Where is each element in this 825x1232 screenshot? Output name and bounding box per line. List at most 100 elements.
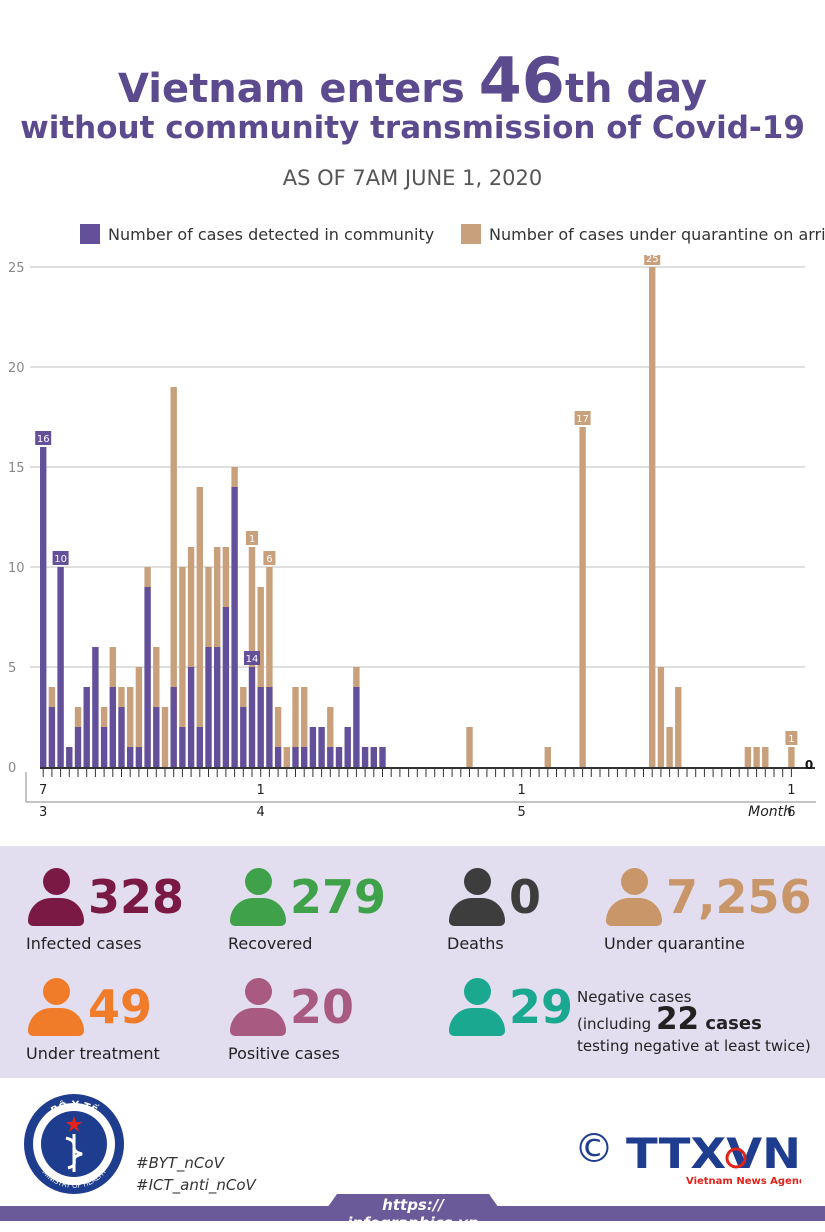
bar-quarantine [266, 567, 273, 687]
negative-line2-suffix: cases [699, 1013, 762, 1034]
page-subtitle: AS OF 7AM JUNE 1, 2020 [282, 166, 543, 190]
stat-under-quarantine-value: 7,256 [666, 870, 812, 924]
bar-value-label: 6 [266, 554, 272, 565]
bar-quarantine [762, 747, 769, 767]
bar-community [222, 607, 230, 767]
y-tick-label-20: 20 [8, 361, 25, 376]
bar-community [370, 747, 377, 767]
title-suffix: th day [564, 66, 707, 112]
bar-label-box [35, 431, 52, 445]
negative-line2-prefix: (including [577, 1015, 656, 1033]
ttxvn-logo-text: TTXVN [626, 1130, 801, 1178]
bar-community [83, 687, 90, 767]
bar-community [153, 707, 160, 767]
bar-community [57, 567, 64, 767]
y-tick-label-15: 15 [8, 461, 25, 476]
stat-negative-description: Negative cases (including 22 cases testi… [577, 986, 811, 1057]
y-tick-label-5: 5 [8, 661, 16, 676]
bar-community [240, 707, 247, 767]
bar-community [127, 747, 134, 767]
bar-quarantine [187, 547, 195, 667]
bar-label-box [263, 551, 276, 565]
bar-community [205, 647, 212, 767]
x-axis-title: Month [748, 804, 792, 820]
person-icon [228, 978, 288, 1036]
hashtag-ict[interactable]: #ICT_anti_nCoV [136, 1176, 256, 1194]
bar-quarantine [666, 727, 673, 767]
bar-community [109, 687, 116, 767]
bar-community [100, 727, 108, 767]
bar-quarantine [675, 687, 682, 767]
bar-quarantine [274, 707, 282, 747]
bar-quarantine [649, 267, 656, 767]
bar-quarantine [301, 687, 308, 747]
bar-community [135, 747, 143, 767]
zero-value-label: 0 [805, 758, 813, 772]
stat-infected-value: 328 [88, 870, 185, 924]
bar-community [327, 747, 334, 767]
bar-community [257, 687, 264, 767]
legend-label-quarantine: Number of cases under quarantine on arri… [489, 224, 825, 244]
bar-quarantine [222, 547, 230, 607]
stat-under-treatment-label: Under treatment [26, 1044, 160, 1063]
bar-quarantine [283, 747, 290, 767]
negative-line3: testing negative at least twice) [577, 1037, 811, 1055]
x-tick-day-label: 1 [518, 783, 526, 798]
bar-community [92, 647, 99, 767]
x-tick-month-label: 4 [257, 805, 265, 820]
bar-quarantine [179, 567, 186, 727]
bar-community [318, 727, 325, 767]
bar-community [361, 747, 369, 767]
svg-text:BỘ Y TẾ: BỘ Y TẾ [49, 1099, 100, 1117]
bar-label-box [574, 411, 591, 425]
legend-swatch-community [80, 224, 100, 244]
bar-community [118, 707, 125, 767]
bar-quarantine [214, 547, 221, 647]
x-tick-month-label: 6 [787, 805, 795, 820]
legend-item-quarantine: Number of cases under quarantine on arri… [461, 224, 825, 244]
bar-quarantine [744, 747, 752, 767]
hashtag-byt[interactable]: #BYT_nCoV [136, 1154, 224, 1172]
bar-community [248, 667, 256, 767]
bar-community [170, 687, 177, 767]
bar-quarantine [127, 687, 134, 747]
bar-community [48, 707, 56, 767]
bar-community [274, 747, 282, 767]
bar-label-box [644, 255, 661, 265]
bar-quarantine [196, 487, 203, 727]
bar-quarantine [579, 427, 586, 767]
bar-community [144, 587, 151, 767]
chart-legend: Number of cases detected in community Nu… [80, 224, 825, 246]
legend-item-community: Number of cases detected in community [80, 224, 434, 244]
bar-quarantine [788, 747, 795, 767]
legend-label-community: Number of cases detected in community [108, 224, 435, 244]
bar-community [196, 727, 203, 767]
bar-community [266, 687, 273, 767]
title-prefix: Vietnam enters [118, 66, 479, 112]
stat-under-treatment-value: 49 [88, 980, 153, 1034]
bar-quarantine [257, 587, 264, 687]
bar-quarantine [100, 707, 108, 727]
copyright-icon: © [574, 1126, 614, 1172]
bar-quarantine [327, 707, 334, 747]
x-tick-day-label: 1 [787, 783, 795, 798]
x-tick-month-label: 3 [39, 805, 47, 820]
bar-community [353, 687, 360, 767]
bar-community [309, 727, 317, 767]
person-icon [447, 978, 507, 1036]
bar-quarantine [144, 567, 151, 587]
negative-line1: Negative cases [577, 988, 692, 1006]
moh-logo-top-text: BỘ Y TẾ [49, 1099, 100, 1117]
bar-community [231, 487, 238, 767]
bar-quarantine [292, 687, 299, 747]
bar-quarantine [466, 727, 473, 767]
ministry-of-health-logo: BỘ Y TẾ MINISTRY OF HEALTH [24, 1094, 124, 1194]
bar-label-box [52, 551, 69, 565]
footer-url[interactable]: https:// infographics.vn [347, 1196, 479, 1232]
bar-quarantine [544, 747, 551, 767]
bar-quarantine [118, 687, 125, 707]
bar-label-box [785, 731, 798, 745]
bar-community [335, 747, 343, 767]
y-tick-label-0: 0 [8, 761, 16, 776]
url-tab [318, 1194, 508, 1221]
